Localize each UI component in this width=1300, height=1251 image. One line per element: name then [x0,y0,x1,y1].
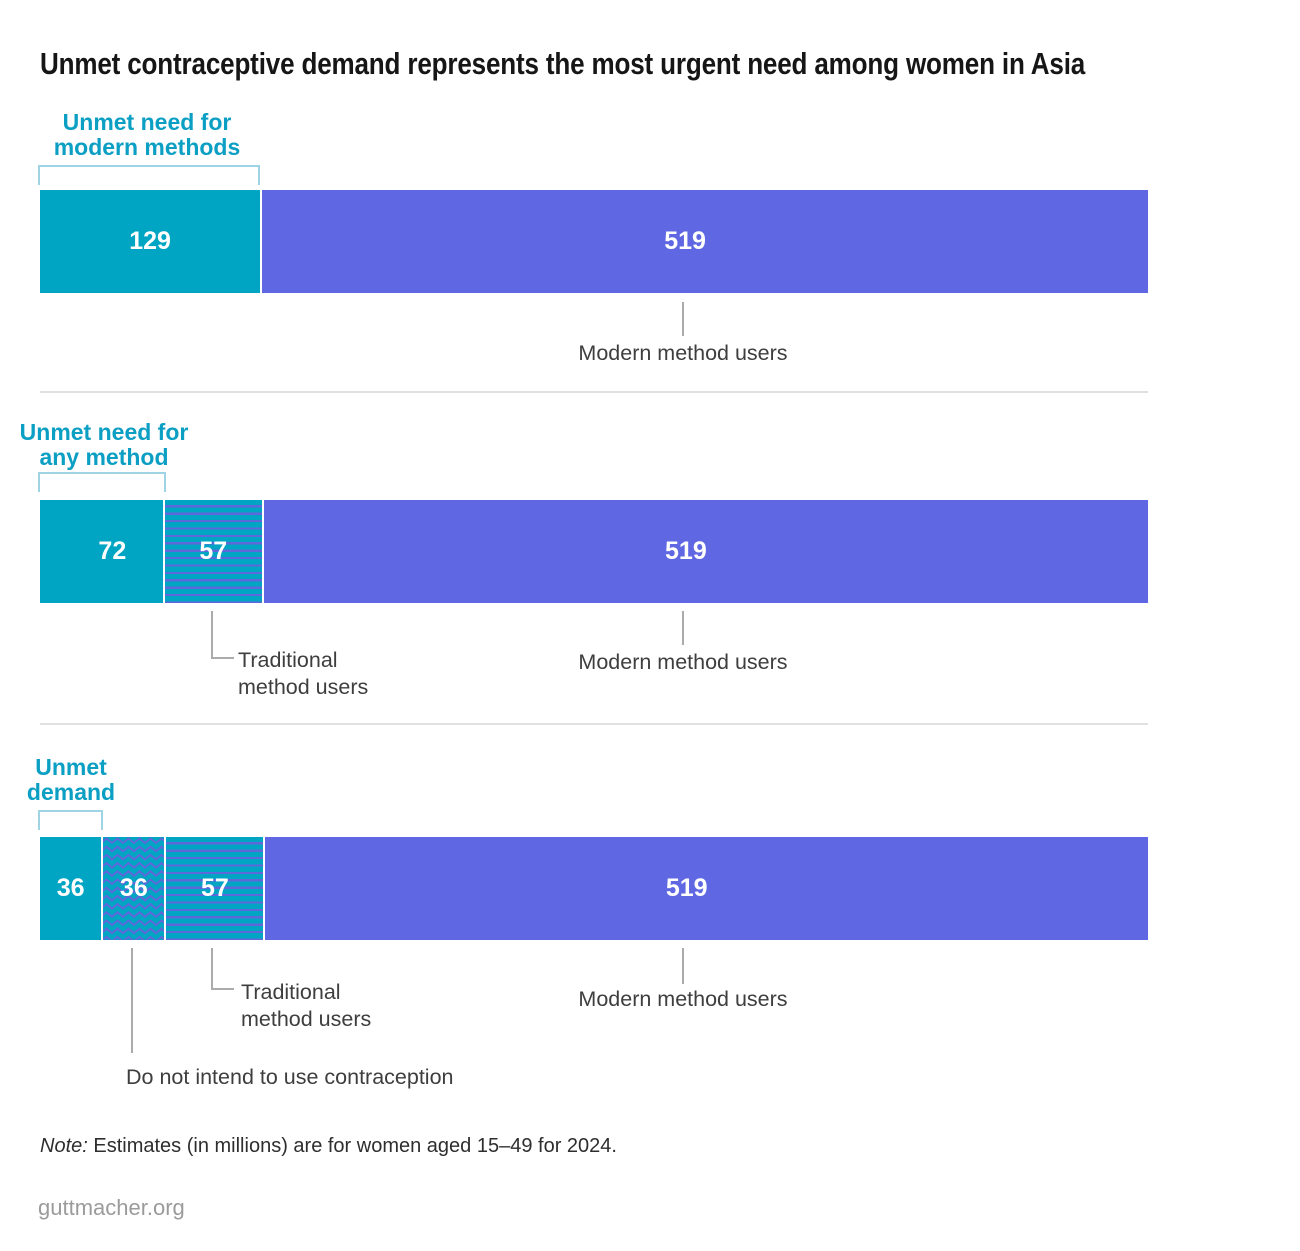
segment-value: 72 [98,537,127,565]
bracket-label-line: modern methods [53,134,241,160]
callout-traditional-method-users: Traditional method users [241,979,371,1033]
section-divider [40,723,1148,725]
bracket [38,472,166,492]
segment-value: 519 [665,537,707,565]
bar-segment-traditional-users: 57 [166,837,264,940]
bar-segment-modern-users: 519 [265,837,1148,940]
bracket-label-line: Unmet [35,754,107,780]
note-prefix: Note: [40,1135,88,1157]
bracket-label-line: demand [26,779,116,805]
chart-title: Unmet contraceptive demand represents th… [40,46,1086,81]
bar-segment-unmet-modern: 129 [40,190,261,293]
callout-line-do-not-intend [131,948,133,1053]
callout-line-traditional [211,948,213,990]
callout-traditional-method-users: Traditional method users [238,647,368,701]
bar-segment-unmet-any: 72 [40,500,163,603]
segment-value: 57 [199,537,228,565]
section-divider [40,391,1148,393]
bracket-label-line: Unmet need for [62,109,232,135]
callout-line-modern [682,948,684,984]
bar-segment-do-not-intend: 36 [103,837,165,940]
bar-segment-unmet-demand: 36 [40,837,102,940]
bracket-label-unmet-demand: Unmet demand [0,755,231,805]
callout-modern-method-users: Modern method users [578,650,788,674]
bracket [38,810,103,830]
bar-row-modern-methods: 129 519 [40,190,1148,293]
callout-line-modern [682,611,684,645]
source-url: guttmacher.org [38,1195,185,1220]
callout-line-text: method users [238,675,369,699]
callout-modern-method-users: Modern method users [578,987,788,1011]
bracket-label-line: any method [39,444,169,470]
callout-elbow-traditional [211,657,234,659]
bracket-label-modern-methods: Unmet need for modern methods [0,110,307,160]
callout-line-text: Traditional [238,648,338,672]
callout-modern-method-users: Modern method users [578,341,788,365]
chart-note: Note: Estimates (in millions) are for wo… [40,1135,617,1158]
bar-segment-modern-users: 519 [263,500,1148,603]
callout-line-text: Traditional [241,980,341,1004]
segment-value: 36 [56,874,85,902]
segment-value: 57 [201,874,229,902]
callout-line-modern [682,302,684,336]
segment-value: 129 [129,227,171,255]
note-text: Estimates (in millions) are for women ag… [87,1135,617,1157]
bracket-label-line: Unmet need for [19,419,189,445]
bar-row-unmet-demand: 36 36 57 519 [40,837,1148,940]
bracket-label-any-method: Unmet need for any method [0,420,264,470]
bracket [38,165,260,185]
bar-segment-modern-users: 519 [262,190,1148,293]
callout-do-not-intend: Do not intend to use contraception [126,1065,454,1089]
bar-segment-traditional-users: 57 [164,500,262,603]
callout-line-text: method users [241,1007,372,1031]
callout-elbow-traditional [211,988,234,990]
segment-value: 519 [664,227,706,255]
bar-row-any-method: 72 57 519 [40,500,1148,603]
segment-value: 36 [119,874,148,902]
callout-line-traditional [211,611,213,659]
segment-value: 519 [665,874,708,902]
